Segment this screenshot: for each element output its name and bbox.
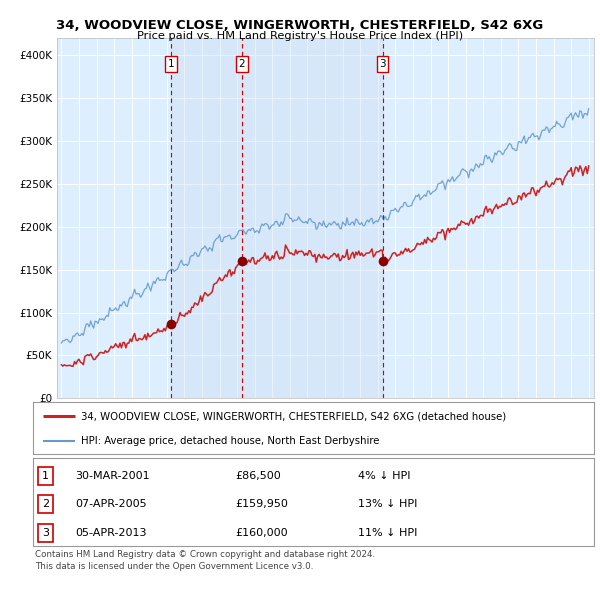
Text: 34, WOODVIEW CLOSE, WINGERWORTH, CHESTERFIELD, S42 6XG (detached house): 34, WOODVIEW CLOSE, WINGERWORTH, CHESTER… [80,411,506,421]
Text: £160,000: £160,000 [235,527,287,537]
Text: £159,950: £159,950 [235,499,288,509]
Text: 30-MAR-2001: 30-MAR-2001 [75,471,150,481]
Text: 1: 1 [42,471,49,481]
Text: HPI: Average price, detached house, North East Derbyshire: HPI: Average price, detached house, Nort… [80,437,379,446]
Text: 07-APR-2005: 07-APR-2005 [75,499,147,509]
Text: This data is licensed under the Open Government Licence v3.0.: This data is licensed under the Open Gov… [35,562,313,571]
Text: 05-APR-2013: 05-APR-2013 [75,527,146,537]
Text: Price paid vs. HM Land Registry's House Price Index (HPI): Price paid vs. HM Land Registry's House … [137,31,463,41]
Text: £86,500: £86,500 [235,471,281,481]
Bar [171,38,383,398]
Text: 4% ↓ HPI: 4% ↓ HPI [358,471,411,481]
Text: 34, WOODVIEW CLOSE, WINGERWORTH, CHESTERFIELD, S42 6XG: 34, WOODVIEW CLOSE, WINGERWORTH, CHESTER… [56,19,544,32]
Text: 2: 2 [42,499,49,509]
Text: 13% ↓ HPI: 13% ↓ HPI [358,499,418,509]
Text: 2: 2 [239,59,245,69]
Text: 3: 3 [379,59,386,69]
Text: 1: 1 [168,59,175,69]
Text: 11% ↓ HPI: 11% ↓ HPI [358,527,418,537]
Text: 3: 3 [42,527,49,537]
Text: Contains HM Land Registry data © Crown copyright and database right 2024.: Contains HM Land Registry data © Crown c… [35,550,375,559]
